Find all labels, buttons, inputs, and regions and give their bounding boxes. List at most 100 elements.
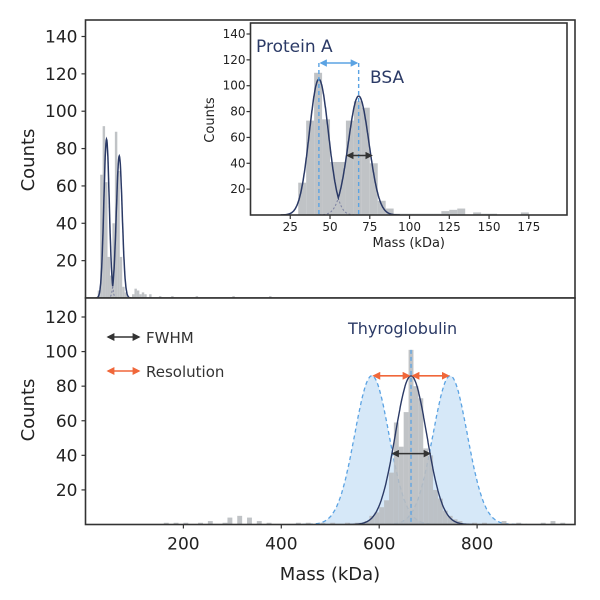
histogram-bar: [540, 522, 546, 525]
histogram-bar: [550, 521, 556, 525]
histogram-bar: [442, 510, 448, 525]
histogram-bar: [149, 294, 152, 298]
x-tick-label: 200: [167, 535, 199, 555]
histogram-bar: [122, 286, 125, 298]
y-tick-label: 120: [45, 308, 77, 328]
histogram-bar: [361, 107, 370, 215]
histogram-bar: [320, 522, 326, 525]
gaussian-fit-envelope: [95, 136, 131, 298]
histogram-bar: [369, 515, 375, 525]
histogram-bar: [119, 256, 123, 298]
x-tick-label: 50: [322, 220, 337, 234]
histogram-bar: [183, 522, 189, 525]
histogram-bar: [134, 288, 137, 298]
histogram-bar: [144, 294, 147, 298]
histogram-bar: [520, 212, 529, 215]
resolution-curve-2: [373, 375, 527, 525]
plot-frame: [84, 297, 576, 526]
bottom-panel: 20 40 60 80 100 120 200 400 600 800 Thyroglobulin F…: [45, 297, 576, 555]
histogram-bar: [560, 522, 566, 525]
histogram-bar: [501, 521, 507, 525]
histogram-bar: [247, 517, 252, 525]
thyroglobulin-label: Thyroglobulin: [347, 319, 457, 338]
x-tick-label: 100: [398, 220, 421, 234]
inset-y-axis-label: Counts: [203, 97, 218, 143]
histogram-bar: [330, 161, 338, 215]
y-tick-label: 40: [56, 446, 78, 466]
histogram-bar: [237, 515, 243, 525]
y-tick-label: 100: [45, 343, 77, 363]
y-tick-label: 20: [230, 182, 245, 196]
plot-area: [95, 126, 272, 298]
histogram-bar: [256, 521, 262, 525]
resolution-curve-fill: [294, 375, 449, 525]
histogram-bar: [345, 120, 354, 215]
x-tick-label: 175: [517, 220, 540, 234]
histogram-bar: [433, 489, 438, 525]
y-tick-label: 140: [45, 28, 77, 48]
x-tick-label: 75: [362, 220, 377, 234]
histogram-bar: [441, 211, 450, 215]
x-tick-label: 800: [461, 535, 493, 555]
inset-x-axis-label: Mass (kDa): [372, 236, 445, 251]
histogram-bar: [364, 521, 370, 525]
histogram-bar: [198, 522, 203, 525]
y-tick-label: 80: [56, 377, 78, 397]
y-tick-label: 80: [56, 140, 78, 160]
histogram-bar: [369, 163, 378, 215]
histogram-bar: [232, 296, 235, 298]
protein-a-label: Protein A: [256, 37, 333, 57]
histogram-bar: [195, 296, 199, 298]
y-tick-label: 120: [223, 53, 246, 67]
bottom-y-axis-label: Counts: [18, 379, 39, 442]
bottom-x-axis-label: Mass (kDa): [280, 564, 380, 585]
x-tick-label: 400: [265, 535, 297, 555]
histogram-bar: [141, 292, 145, 298]
histogram-bar: [457, 208, 466, 215]
histogram-bar: [384, 500, 389, 525]
histogram-bar: [109, 275, 113, 298]
histogram-bar: [516, 522, 522, 525]
x-tick-label: 25: [283, 220, 298, 234]
y-tick-label: 100: [223, 79, 246, 93]
histogram-bar: [322, 119, 331, 215]
gaussian-fit: [348, 375, 474, 525]
y-tick-label: 120: [45, 65, 77, 85]
histogram-bar: [173, 522, 179, 525]
histogram-bar: [298, 182, 307, 215]
plot-frame: [249, 22, 568, 216]
histogram-bar: [423, 448, 429, 525]
histogram-bar: [447, 515, 453, 525]
histogram-bar: [305, 522, 311, 525]
histogram-bar: [269, 296, 272, 298]
histogram-bar: [100, 174, 103, 298]
histogram-bar: [295, 522, 301, 525]
histogram-bar: [330, 522, 336, 525]
y-tick-label: 60: [230, 130, 245, 144]
histogram-bar: [171, 296, 174, 298]
histogram-bar: [428, 455, 434, 525]
histogram-bar: [374, 512, 380, 525]
bsa-label: BSA: [370, 68, 404, 88]
histogram-bar: [112, 223, 115, 298]
histogram-bar: [398, 446, 404, 525]
histogram-bar: [377, 200, 386, 215]
legend-label: FWHM: [146, 329, 194, 347]
histogram-bar: [136, 290, 140, 298]
histogram-bar: [385, 208, 394, 215]
histogram-bar: [124, 292, 128, 298]
histogram-bar: [393, 422, 399, 525]
histogram-bar: [473, 212, 482, 215]
histogram-bar: [481, 522, 487, 525]
top-y-axis-label: Counts: [18, 129, 39, 192]
histogram-bar: [413, 386, 419, 525]
gaussian-fit-envelope: [280, 78, 400, 215]
histogram-bar: [158, 296, 162, 298]
histogram-bar: [266, 522, 272, 525]
y-tick-label: 20: [56, 481, 78, 501]
histogram-bar: [449, 209, 458, 215]
histogram-bar: [163, 522, 169, 525]
y-tick-label: 60: [56, 412, 78, 432]
plot-background: [85, 298, 575, 525]
y-tick-label: 80: [230, 105, 245, 119]
